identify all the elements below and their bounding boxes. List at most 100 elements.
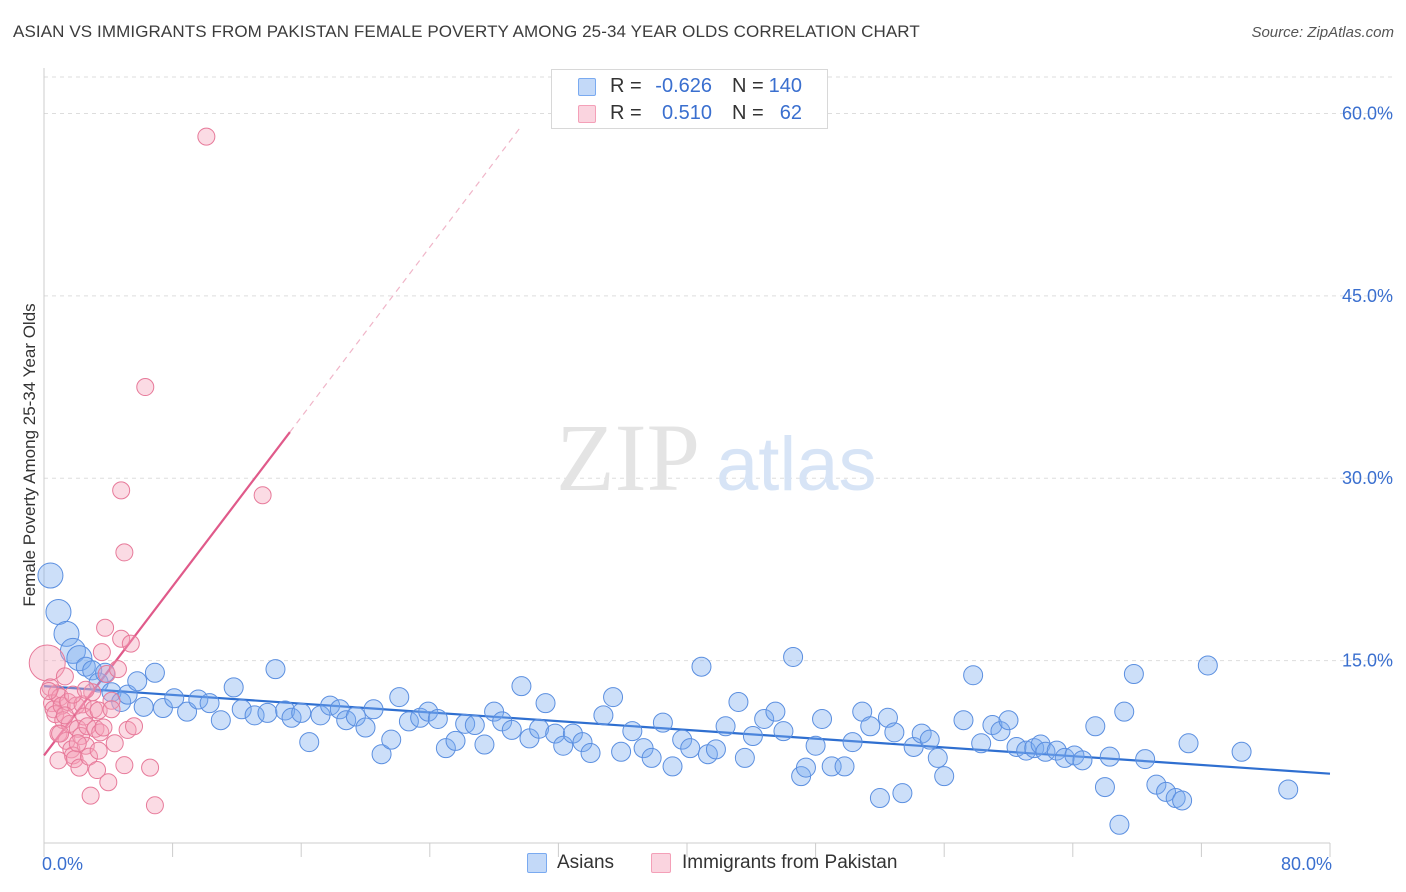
pakistan-point [108,660,127,679]
legend-asians-swatch [527,853,547,873]
asians-point [299,732,320,753]
pakistan-point [112,481,131,500]
pakistan-point [68,734,87,753]
asians-point [971,733,992,754]
asians-point [611,741,632,762]
asians-point [1109,814,1130,835]
asians-point [742,726,763,747]
asians-point [982,715,1003,736]
asians-point [934,766,955,787]
asians-point [82,660,103,681]
pakistan-point [65,750,84,769]
pakistan-point [76,680,95,699]
asians-point [1123,663,1144,684]
n-value: 62 [779,102,802,124]
series-legend: Asians Immigrants from Pakistan [0,852,1406,878]
n-value: 140 [768,75,802,97]
pakistan-point [112,629,131,648]
asians-point [715,716,736,737]
asians-point [773,721,794,742]
pakistan-swatch [578,105,596,123]
asians-point [593,705,614,726]
asians-point [1094,777,1115,798]
asians-point [1178,733,1199,754]
asians-point [231,699,252,720]
pakistan-point [92,643,111,662]
asians-point [363,699,384,720]
pakistan-point [96,618,115,637]
asians-point [953,710,974,731]
asians-point [662,756,683,777]
x-tick-label: 80.0% [1281,854,1332,874]
asians-point [37,562,64,589]
stats-legend-row-asians: R = -0.626 N = 140 [552,74,827,100]
n-label: N = [732,102,764,124]
pakistan-point [89,741,108,760]
asians-point [535,693,556,714]
pakistan-point [49,751,68,770]
pakistan-point [253,486,272,505]
source-label: Source: ZipAtlas.com [1251,24,1394,41]
asians-point [265,659,286,680]
asians-point [1114,701,1135,722]
asians-point [501,719,522,740]
r-value: -0.626 [655,75,712,97]
asians-point [53,620,80,647]
asians-point [545,723,566,744]
pakistan-point [94,718,113,737]
asians-point [652,712,673,733]
legend-pakistan-swatch [651,853,671,873]
asians-point [398,711,419,732]
asians-point [691,656,712,677]
asians-trend-line [43,685,1331,775]
asians-point [998,710,1019,731]
asians-point [223,677,244,698]
asians-point [734,747,755,768]
r-label: R = [610,75,642,97]
pakistan-point [141,758,160,777]
asians-point [371,744,392,765]
chart-title: ASIAN VS IMMIGRANTS FROM PAKISTAN FEMALE… [13,22,920,41]
asians-point [66,645,93,672]
asians-point [144,662,165,683]
asians-point [805,735,826,756]
pakistan-point [81,786,100,805]
asians-point [474,734,495,755]
asians-point [783,646,804,667]
asians-point [884,722,905,743]
asians-point [281,707,302,728]
asians-point [1024,738,1045,759]
pakistan-point [28,644,66,682]
pakistan-point [91,723,110,742]
asians-point [1135,749,1156,770]
y-tick-label: 60.0% [1342,103,1393,123]
y-tick-label: 45.0% [1342,286,1393,306]
asians-point [754,708,775,729]
asians-point [75,656,96,677]
asians-point [410,707,431,728]
asians-point [511,676,532,697]
y-axis-label: Female Poverty Among 25-34 Year Olds [20,303,39,607]
asians-point [812,708,833,729]
asians-point [680,738,701,759]
asians-point [641,747,662,768]
asians-point [164,688,185,709]
r-value: 0.510 [661,102,712,124]
asians-point [834,756,855,777]
asians-point [1278,779,1299,800]
asians-point [963,665,984,686]
asians-point [257,702,278,723]
pakistan-trend-line [43,431,291,757]
pakistan-point [51,724,70,743]
pakistan-point [55,667,74,686]
asians-point [580,743,601,764]
asians-point [133,696,154,717]
x-tick-label: 0.0% [42,854,83,874]
asians-point [1197,655,1218,676]
asians-point [1099,746,1120,767]
pakistan-point [102,700,121,719]
asians-point [355,717,376,738]
pakistan-point [99,773,118,792]
